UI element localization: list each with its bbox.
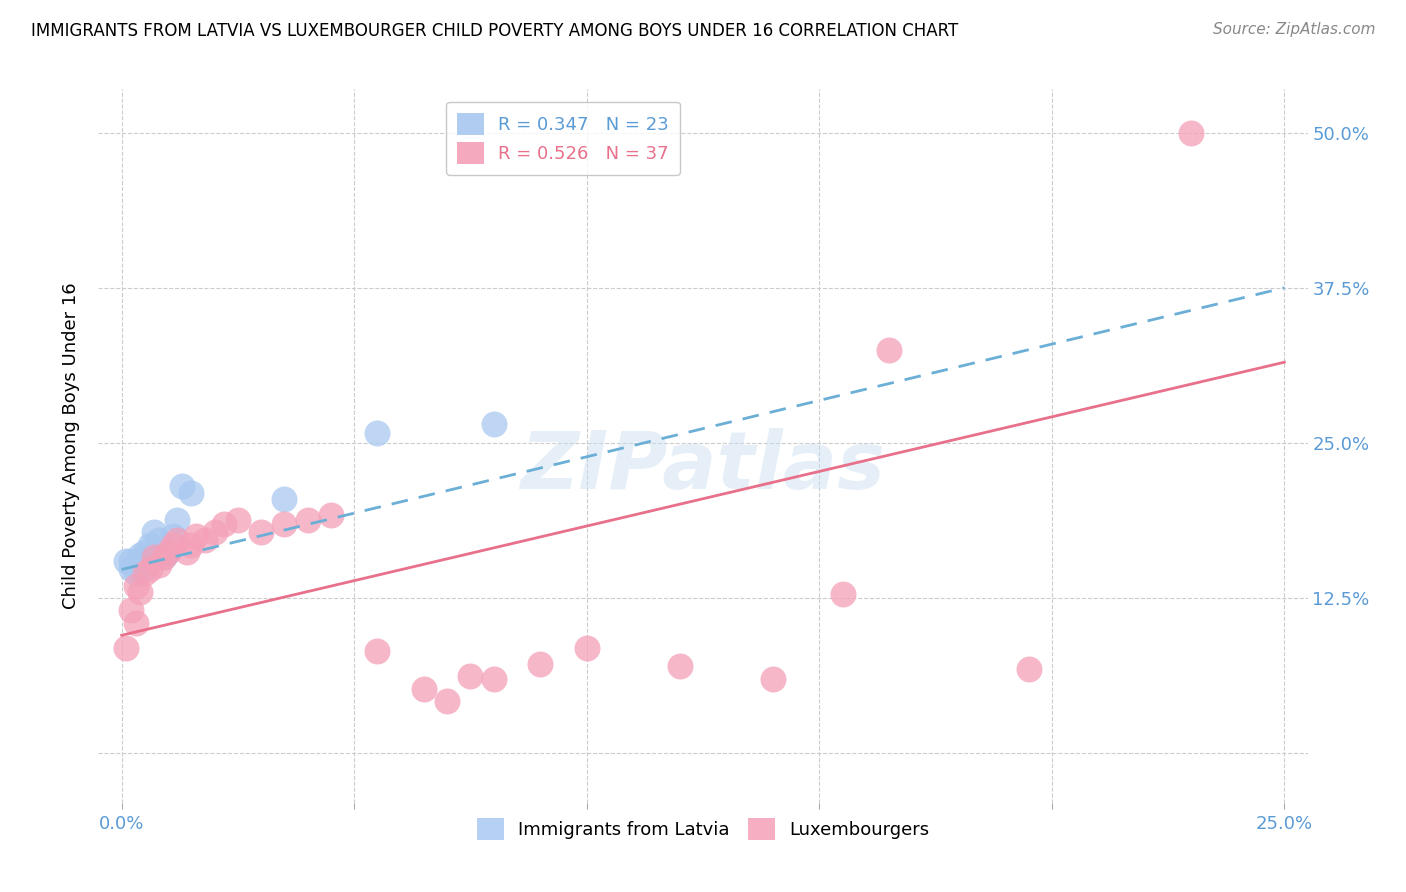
Point xyxy=(166,513,188,527)
Point xyxy=(212,516,235,531)
Point xyxy=(250,525,273,540)
Point xyxy=(124,579,146,593)
Point xyxy=(575,640,598,655)
Point xyxy=(204,525,226,540)
Point xyxy=(1180,126,1202,140)
Point xyxy=(129,554,152,568)
Point xyxy=(180,485,202,500)
Point xyxy=(194,533,217,547)
Point xyxy=(180,538,202,552)
Point xyxy=(1018,662,1040,676)
Point xyxy=(148,558,170,572)
Point xyxy=(157,545,180,559)
Point xyxy=(124,615,146,630)
Point xyxy=(482,672,505,686)
Point xyxy=(138,538,160,552)
Point xyxy=(143,550,166,565)
Point xyxy=(115,640,138,655)
Point xyxy=(120,603,142,617)
Point xyxy=(366,425,388,440)
Point xyxy=(157,545,180,559)
Text: Source: ZipAtlas.com: Source: ZipAtlas.com xyxy=(1212,22,1375,37)
Point xyxy=(162,538,184,552)
Point xyxy=(482,417,505,432)
Point xyxy=(172,479,194,493)
Point xyxy=(176,545,198,559)
Point xyxy=(120,562,142,576)
Point xyxy=(129,548,152,562)
Point xyxy=(138,562,160,576)
Point xyxy=(668,659,690,673)
Point xyxy=(162,529,184,543)
Point xyxy=(413,681,436,696)
Point xyxy=(129,584,152,599)
Point xyxy=(184,529,207,543)
Point xyxy=(529,657,551,671)
Point xyxy=(877,343,900,357)
Point xyxy=(273,491,295,506)
Point xyxy=(273,516,295,531)
Point xyxy=(831,587,853,601)
Point xyxy=(134,560,156,574)
Point xyxy=(120,554,142,568)
Point xyxy=(152,550,174,565)
Text: IMMIGRANTS FROM LATVIA VS LUXEMBOURGER CHILD POVERTY AMONG BOYS UNDER 16 CORRELA: IMMIGRANTS FROM LATVIA VS LUXEMBOURGER C… xyxy=(31,22,957,40)
Point xyxy=(166,533,188,547)
Text: ZIPatlas: ZIPatlas xyxy=(520,428,886,507)
Point xyxy=(762,672,785,686)
Point xyxy=(226,513,249,527)
Point xyxy=(143,525,166,540)
Point xyxy=(152,550,174,565)
Point xyxy=(124,566,146,581)
Point xyxy=(138,550,160,565)
Point xyxy=(297,513,319,527)
Point xyxy=(460,669,482,683)
Point xyxy=(124,558,146,572)
Point xyxy=(148,545,170,559)
Point xyxy=(115,554,138,568)
Point xyxy=(366,644,388,658)
Point xyxy=(134,566,156,581)
Legend: Immigrants from Latvia, Luxembourgers: Immigrants from Latvia, Luxembourgers xyxy=(470,811,936,847)
Point xyxy=(134,545,156,559)
Y-axis label: Child Poverty Among Boys Under 16: Child Poverty Among Boys Under 16 xyxy=(62,283,80,609)
Point xyxy=(148,533,170,547)
Point xyxy=(319,508,342,522)
Point xyxy=(436,694,458,708)
